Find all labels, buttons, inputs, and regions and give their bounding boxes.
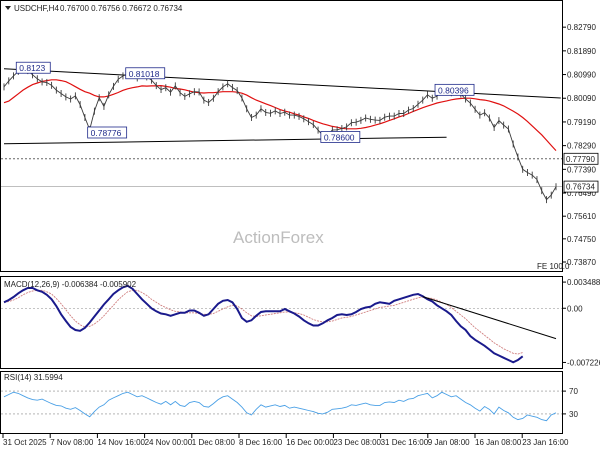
rsi-line bbox=[3, 391, 557, 422]
current-price-value: 0.76734 bbox=[566, 183, 595, 192]
x-tick-label: 16 Dec 00:00 bbox=[286, 438, 334, 447]
price-y-tick-label: 0.78290 bbox=[567, 142, 596, 151]
price-panel-frame bbox=[0, 0, 563, 272]
x-tick-label: 23 Jan 16:00 bbox=[522, 438, 569, 447]
macd-label: MACD(12,26,9) -0.006384 -0.005902 bbox=[4, 280, 137, 289]
price-layer: 0.8123 0.81018 0.78776 0.78600 0.80396 bbox=[1, 61, 562, 204]
dotted-level-box bbox=[563, 152, 599, 165]
price-y-tick-label: 0.82790 bbox=[567, 23, 596, 32]
dotted-level-value: 0.77790 bbox=[566, 155, 595, 164]
fe-label: FE 100.0 bbox=[537, 262, 570, 271]
macd-signal-line bbox=[3, 289, 523, 355]
x-tick-label: 23 Dec 08:00 bbox=[333, 438, 381, 447]
swing-label-box bbox=[15, 61, 51, 74]
swing-label-text: 0.78600 bbox=[324, 132, 355, 142]
symbol-label: USDCHF,H4 bbox=[14, 4, 59, 13]
x-tick-label: 14 Nov 16:00 bbox=[97, 438, 145, 447]
ohlc-readout: 0.76700 0.76756 0.76672 0.76734 bbox=[60, 4, 183, 13]
x-tick-label: 16 Jan 08:00 bbox=[475, 438, 522, 447]
price-y-tick-label: 0.80090 bbox=[567, 94, 596, 103]
macd-line bbox=[3, 284, 524, 364]
swing-label-text: 0.78776 bbox=[91, 128, 122, 138]
price-line bbox=[3, 68, 557, 201]
price-trendline bbox=[3, 136, 447, 145]
price-y-tick-label: 0.73870 bbox=[567, 258, 596, 267]
ma-line bbox=[3, 79, 557, 152]
price-y-tick-label: 0.81890 bbox=[567, 47, 596, 56]
rsi-y-tick-label: 30 bbox=[569, 410, 578, 419]
swing-label-text: 0.81018 bbox=[129, 69, 160, 79]
swing-label: 0.78600 bbox=[320, 131, 361, 143]
swing-label-box bbox=[87, 126, 128, 139]
x-tick-label: 31 Dec 16:00 bbox=[381, 438, 429, 447]
rsi-layer bbox=[1, 390, 562, 422]
current-price-box bbox=[563, 180, 599, 193]
price-y-tick-label: 0.80990 bbox=[567, 71, 596, 80]
x-tick-label: 1 Dec 08:00 bbox=[192, 438, 236, 447]
swing-label: 0.81018 bbox=[125, 67, 166, 80]
watermark: ActionForex bbox=[233, 228, 324, 247]
macd-trendline bbox=[422, 296, 557, 340]
swing-label: 0.8123 bbox=[15, 61, 51, 74]
price-y-tick-label: 0.79190 bbox=[567, 118, 596, 127]
x-tick-label: 7 Nov 08:00 bbox=[50, 438, 94, 447]
price-y-tick-label: 0.77390 bbox=[567, 165, 596, 174]
macd-y-tick-label: 0.00 bbox=[567, 304, 583, 313]
dotted-level-tag: 0.77790 bbox=[563, 152, 599, 165]
rsi-label: RSI(14) 31.5994 bbox=[4, 373, 63, 382]
x-tick-label: 9 Jan 08:00 bbox=[428, 438, 470, 447]
macd-panel-frame bbox=[0, 276, 563, 369]
price-y-tick-label: 0.76490 bbox=[567, 189, 596, 198]
current-price-tag: 0.76734 bbox=[563, 180, 599, 193]
rsi-panel-frame bbox=[0, 371, 563, 434]
swing-label: 0.80396 bbox=[434, 83, 475, 96]
swing-label-text: 0.80396 bbox=[438, 85, 469, 95]
macd-layer bbox=[1, 284, 562, 364]
swing-label-box bbox=[434, 83, 475, 96]
macd-y-tick-label: 0.003488 bbox=[567, 278, 600, 287]
rsi-y-tick-label: 70 bbox=[569, 387, 578, 396]
price-y-tick-label: 0.74750 bbox=[567, 235, 596, 244]
macd-y-tick-label: -0.007226 bbox=[567, 358, 600, 367]
swing-label-box bbox=[320, 131, 361, 143]
axis-layer: 0.82790 0.81890 0.80990 0.80090 0.79190 0.782… bbox=[2, 23, 600, 447]
price-trendline bbox=[3, 68, 561, 99]
x-tick-label: 8 Dec 16:00 bbox=[239, 438, 283, 447]
dropdown-triangle-icon[interactable] bbox=[5, 6, 11, 10]
swing-label-box bbox=[125, 67, 166, 80]
price-y-tick-label: 0.75610 bbox=[567, 212, 596, 221]
x-tick-label: 31 Oct 2025 bbox=[3, 438, 47, 447]
swing-label: 0.78776 bbox=[87, 126, 128, 139]
swing-label-text: 0.8123 bbox=[19, 63, 45, 73]
x-tick-label: 24 Nov 00:00 bbox=[145, 438, 193, 447]
